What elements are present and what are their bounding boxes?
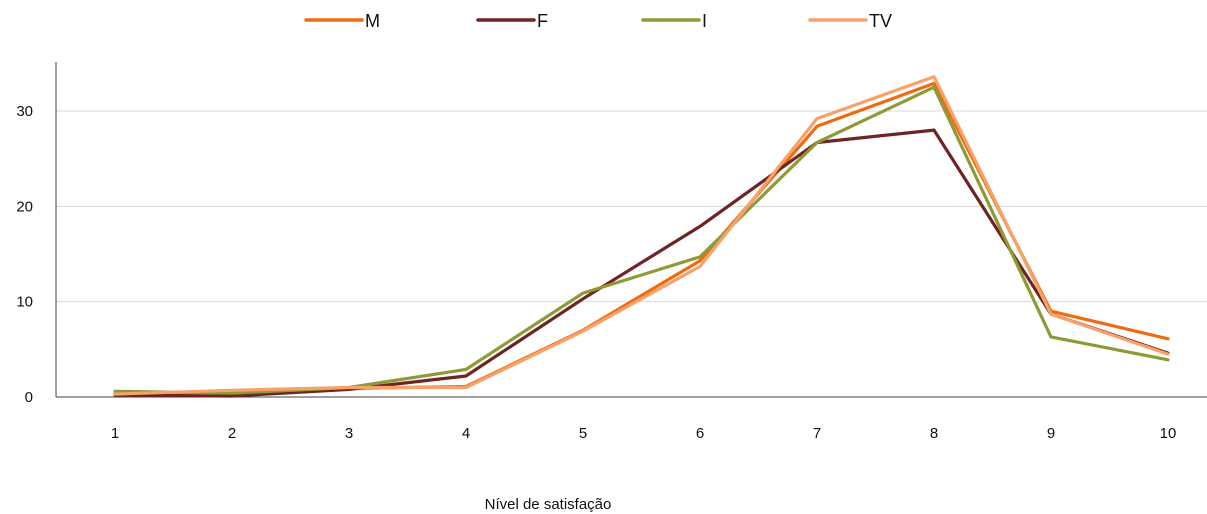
x-tick-label: 5: [579, 425, 587, 442]
x-tick-label: 9: [1047, 425, 1055, 442]
x-tick-label: 4: [462, 425, 470, 442]
axes: 0 10 20 30 1 2 3 4 5 6 7 8 9 10: [16, 62, 1207, 442]
series-line-i: [113, 85, 1170, 395]
x-axis-title: Nível de satisfação: [485, 496, 612, 513]
x-tick-label: 10: [1160, 425, 1177, 442]
series-line-m: [113, 81, 1170, 395]
x-tick-label: 6: [696, 425, 704, 442]
x-tick-label: 3: [345, 425, 353, 442]
legend-label: TV: [869, 11, 892, 31]
legend-item-f: F: [476, 11, 548, 31]
x-tick-label: 7: [813, 425, 821, 442]
legend-label: I: [702, 11, 707, 31]
y-tick-label: 10: [16, 294, 33, 311]
y-tick-label: 30: [16, 103, 33, 120]
legend-item-tv: TV: [808, 11, 892, 31]
series-line-f: [113, 128, 1170, 398]
legend: M F I TV: [304, 11, 892, 31]
y-tick-label: 0: [25, 389, 33, 406]
series-line-tv: [113, 75, 1170, 396]
x-tick-label: 8: [930, 425, 938, 442]
y-tick-label: 20: [16, 198, 33, 215]
series-lines: [113, 75, 1170, 398]
x-tick-label: 2: [228, 425, 236, 442]
legend-label: M: [365, 11, 380, 31]
legend-item-m: M: [304, 11, 380, 31]
legend-label: F: [537, 11, 548, 31]
legend-item-i: I: [641, 11, 707, 31]
grid: [56, 110, 1207, 303]
x-tick-label: 1: [111, 425, 119, 442]
